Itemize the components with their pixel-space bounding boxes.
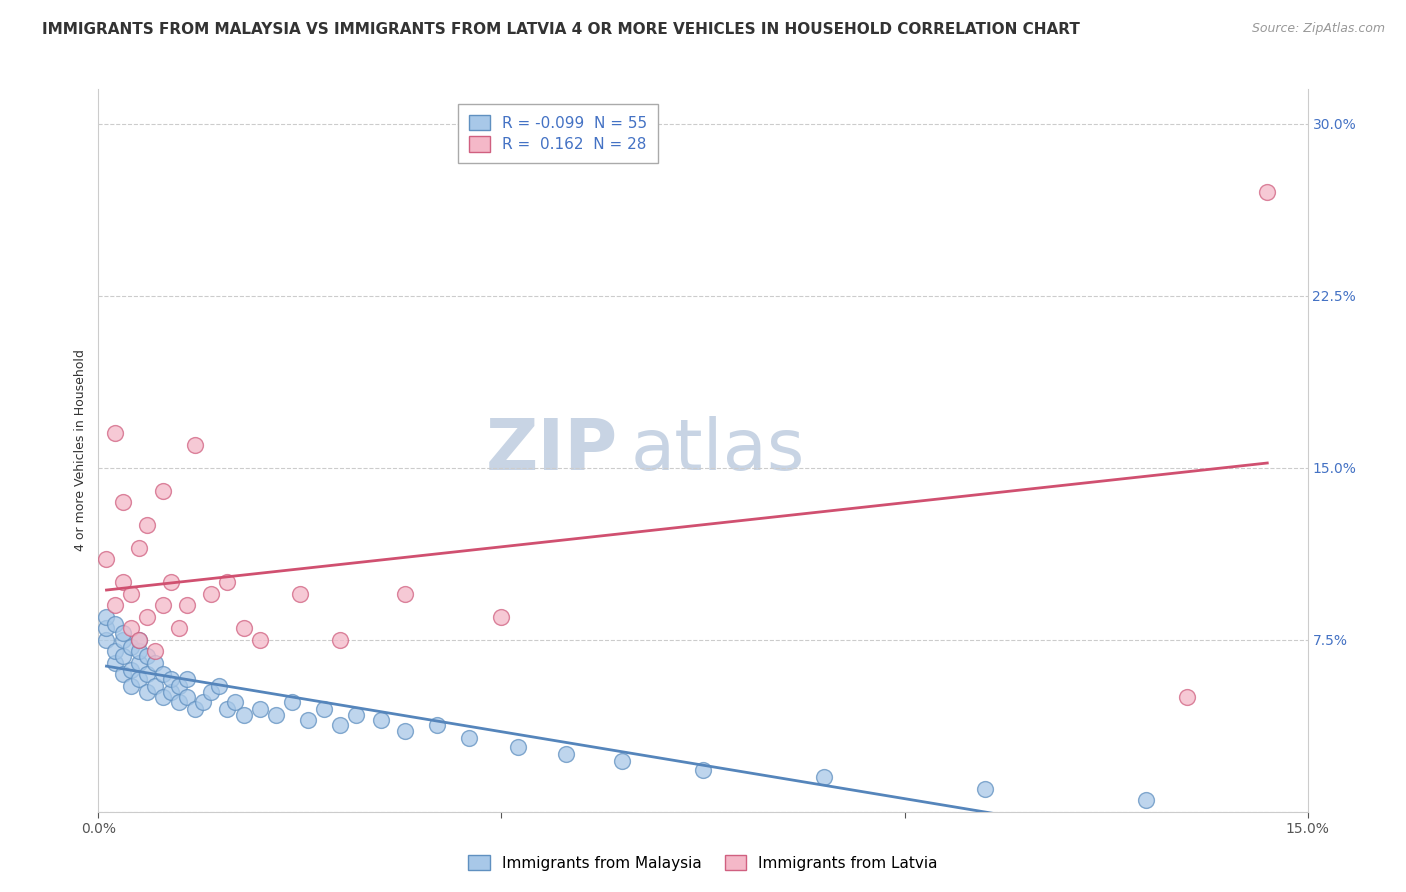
Point (555, 747, 578, 762)
Point (329, 717, 352, 731)
Point (128, 644, 150, 658)
Point (160, 672, 183, 686)
Point (152, 690, 174, 704)
Point (128, 656, 150, 670)
Point (128, 672, 150, 686)
Point (491, 609, 513, 624)
Point (1135, 793, 1157, 807)
Point (103, 616, 125, 631)
Point (217, 701, 239, 715)
Text: atlas: atlas (630, 416, 804, 485)
Point (96, 552, 118, 566)
Point (329, 632, 352, 647)
Text: ZIP: ZIP (486, 416, 619, 485)
Point (111, 575, 134, 590)
Point (111, 495, 134, 509)
Point (143, 679, 166, 693)
Point (281, 695, 304, 709)
Point (176, 672, 198, 686)
Point (217, 575, 239, 590)
Point (103, 656, 125, 670)
Point (120, 587, 142, 601)
Point (160, 685, 183, 699)
Point (120, 663, 142, 677)
Text: Source: ZipAtlas.com: Source: ZipAtlas.com (1251, 22, 1385, 36)
Point (264, 708, 287, 723)
Point (111, 648, 134, 663)
Point (135, 609, 157, 624)
Point (612, 754, 634, 768)
Point (103, 644, 125, 658)
Point (200, 685, 222, 699)
Point (135, 667, 157, 681)
Point (128, 541, 150, 555)
Point (193, 695, 215, 709)
Point (208, 679, 231, 693)
Point (152, 667, 174, 681)
Point (249, 632, 271, 647)
Point (974, 781, 997, 796)
Point (167, 621, 190, 635)
Point (249, 701, 271, 715)
Point (143, 656, 166, 670)
Point (96, 621, 118, 635)
Point (128, 632, 150, 647)
Point (120, 640, 142, 654)
Point (184, 438, 207, 452)
Point (96, 609, 118, 624)
Point (111, 667, 134, 681)
Point (813, 770, 835, 784)
Point (1256, 186, 1278, 200)
Point (344, 708, 367, 723)
Point (152, 483, 174, 498)
Point (167, 695, 190, 709)
Point (288, 587, 311, 601)
Point (135, 518, 157, 533)
Point (1175, 690, 1198, 704)
Point (111, 632, 134, 647)
Point (232, 708, 254, 723)
Point (176, 690, 198, 704)
Point (103, 426, 125, 441)
Point (426, 717, 449, 731)
Point (297, 713, 319, 727)
Point (506, 740, 529, 755)
Point (314, 701, 336, 715)
Point (167, 679, 190, 693)
Point (394, 587, 416, 601)
Point (370, 713, 392, 727)
Legend: R = -0.099  N = 55, R =  0.162  N = 28: R = -0.099 N = 55, R = 0.162 N = 28 (458, 104, 658, 162)
Point (458, 731, 481, 746)
Legend: Immigrants from Malaysia, Immigrants from Latvia: Immigrants from Malaysia, Immigrants fro… (460, 846, 946, 880)
Point (200, 587, 222, 601)
Point (128, 632, 150, 647)
Text: IMMIGRANTS FROM MALAYSIA VS IMMIGRANTS FROM LATVIA 4 OR MORE VEHICLES IN HOUSEHO: IMMIGRANTS FROM MALAYSIA VS IMMIGRANTS F… (42, 22, 1080, 37)
Point (120, 621, 142, 635)
Point (143, 644, 166, 658)
Point (184, 701, 207, 715)
Point (232, 621, 254, 635)
Point (111, 625, 134, 640)
Point (394, 724, 416, 739)
Point (152, 599, 174, 613)
Point (160, 575, 183, 590)
Point (176, 599, 198, 613)
Point (103, 599, 125, 613)
Point (120, 679, 142, 693)
Point (135, 648, 157, 663)
Y-axis label: 4 or more Vehicles in Household: 4 or more Vehicles in Household (75, 350, 87, 551)
Point (224, 695, 246, 709)
Point (135, 685, 157, 699)
Point (96, 632, 118, 647)
Point (692, 764, 714, 778)
